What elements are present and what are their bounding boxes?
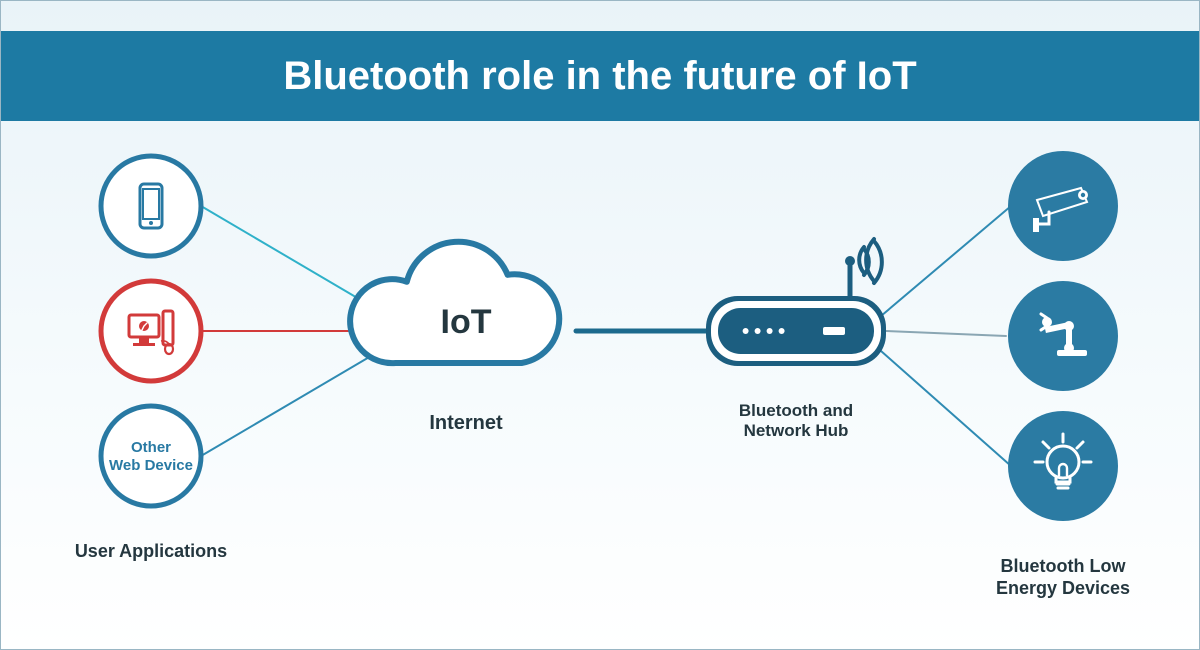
edge-hub-robot	[886, 331, 1006, 336]
svg-text:Other: Other	[131, 439, 171, 456]
infographic-frame: Bluetooth role in the future of IoT Othe…	[0, 0, 1200, 650]
node-bulb	[1008, 411, 1118, 521]
node-desktop	[101, 281, 201, 381]
svg-text:Web Device: Web Device	[109, 457, 193, 474]
label-device-group: Bluetooth Low Energy Devices	[943, 556, 1183, 599]
node-robot	[1008, 281, 1118, 391]
edge-phone-cloud	[201, 206, 371, 306]
node-cloud: IoT	[350, 242, 559, 363]
edge-hub-camera	[881, 206, 1011, 316]
edge-other-cloud	[201, 356, 371, 456]
diagram-canvas: OtherWeb Device IoT User Applications Inte…	[1, 1, 1199, 649]
svg-text:IoT: IoT	[441, 303, 492, 341]
node-camera	[1008, 151, 1118, 261]
label-hub: Bluetooth and Network Hub	[676, 401, 916, 442]
label-cloud: Internet	[346, 411, 586, 435]
node-hub	[706, 239, 886, 366]
node-phone	[101, 156, 201, 256]
node-other: OtherWeb Device	[101, 406, 201, 506]
label-user-group: User Applications	[31, 541, 271, 563]
